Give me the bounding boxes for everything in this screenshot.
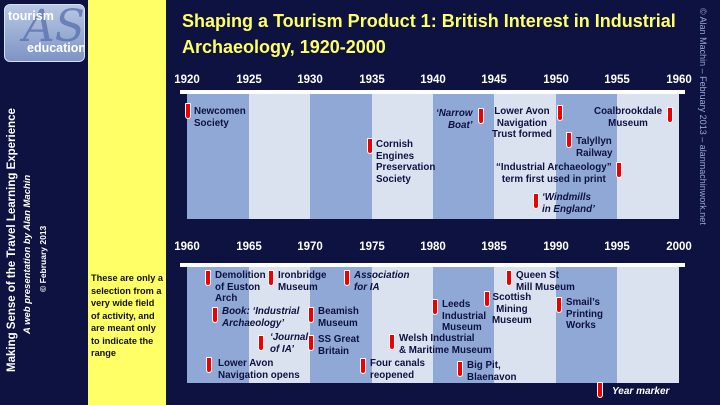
year-label: 1980 xyxy=(420,241,446,253)
decade-band xyxy=(249,267,310,383)
event-lower-avon-opens: Lower Avon Navigation opens xyxy=(218,358,300,381)
event-industrial-archaeology-term: “Industrial Archaeology” term first used… xyxy=(496,162,612,185)
year-marker xyxy=(616,162,622,178)
year-label: 1950 xyxy=(543,74,569,86)
year-marker xyxy=(185,103,191,119)
decade-band xyxy=(617,267,679,383)
event-cornish-engines: Cornish Engines Preservation Society xyxy=(376,139,436,185)
sidebar-title: Making Sense of the Travel Learning Expe… xyxy=(6,108,18,372)
year-marker xyxy=(389,334,395,350)
year-label: 1990 xyxy=(543,241,569,253)
legend-label: Year marker xyxy=(612,386,670,397)
event-ss-great-britain: SS Great Britain xyxy=(318,334,360,357)
year-marker xyxy=(360,358,366,374)
slide-title: Shaping a Tourism Product 1: British Int… xyxy=(182,11,676,57)
year-marker xyxy=(432,299,438,315)
event-leeds-industrial: Leeds Industrial Museum xyxy=(442,299,487,333)
year-marker xyxy=(308,335,314,351)
event-journal-ia: ‘Journal of IA’ xyxy=(270,332,309,355)
year-label: 2000 xyxy=(666,241,692,253)
timeline-axis xyxy=(180,263,685,267)
year-marker xyxy=(308,307,314,323)
decade-band xyxy=(556,94,617,219)
decade-band xyxy=(556,267,617,383)
year-label: 1930 xyxy=(297,74,323,86)
event-windmills: ‘Windmills in England’ xyxy=(542,192,595,215)
note-text: These are only a selection from a very w… xyxy=(91,273,164,358)
decade-band xyxy=(433,267,494,383)
decade-band xyxy=(372,267,433,383)
year-marker xyxy=(667,107,673,123)
year-marker xyxy=(478,108,484,124)
event-euston-arch: Demolition of Euston Arch xyxy=(215,270,266,304)
event-beamish: Beamish Museum xyxy=(318,306,359,329)
right-credit: © Alan Machin – February 2013 – alanmach… xyxy=(698,8,708,225)
note-panel xyxy=(88,0,166,405)
logo-line2: education xyxy=(27,41,85,55)
event-book-industrial-archaeology: Book: ‘Industrial Archaeology’ xyxy=(222,306,300,329)
year-marker xyxy=(268,270,274,286)
year-label: 1970 xyxy=(297,241,323,253)
event-newcomen-society: Newcomen Society xyxy=(194,106,246,129)
tourism-education-logo: AS tourism education xyxy=(4,4,85,62)
event-welsh-industrial: Welsh Industrial & Maritime Museum xyxy=(399,333,492,356)
year-marker xyxy=(457,361,463,377)
decade-band xyxy=(372,94,433,219)
sidebar-copyright: © February 2013 xyxy=(38,225,48,292)
decade-band xyxy=(249,94,310,219)
year-label: 1960 xyxy=(174,241,200,253)
event-ironbridge: Ironbridge Museum xyxy=(278,270,327,293)
year-marker xyxy=(484,291,490,307)
event-big-pit: Big Pit, Blaenavon xyxy=(467,360,517,383)
year-marker xyxy=(212,307,218,323)
event-association-ia: Association for IA xyxy=(354,270,410,293)
event-coalbrookdale: Coalbrookdale Museum xyxy=(594,106,663,129)
logo-line1: tourism xyxy=(8,9,54,23)
logo-monogram: AS xyxy=(23,4,85,52)
sidebar: AS tourism education Making Sense of the… xyxy=(0,0,88,405)
decade-band xyxy=(494,94,556,219)
legend-marker-icon xyxy=(597,382,603,398)
year-marker xyxy=(206,357,212,373)
year-label: 1960 xyxy=(666,74,692,86)
year-label: 1935 xyxy=(359,74,385,86)
year-label: 1925 xyxy=(236,74,262,86)
year-marker xyxy=(556,297,562,313)
year-marker xyxy=(205,270,211,286)
year-label: 1955 xyxy=(604,74,630,86)
year-marker xyxy=(566,132,572,148)
decade-band xyxy=(310,94,372,219)
decade-band xyxy=(187,94,249,219)
event-narrow-boat: ‘Narrow Boat’ xyxy=(436,108,473,131)
year-marker xyxy=(533,193,539,209)
decade-band xyxy=(494,267,556,383)
event-queen-st-mill: Queen St Mill Museum xyxy=(516,270,575,293)
year-marker xyxy=(344,270,350,286)
event-smails-printing: Smail’s Printing Works xyxy=(566,297,604,331)
timeline-axis xyxy=(180,90,685,94)
year-label: 1975 xyxy=(359,241,385,253)
event-four-canals: Four canals reopened xyxy=(370,358,425,381)
decade-band xyxy=(187,267,249,383)
year-marker xyxy=(258,335,264,351)
year-label: 1940 xyxy=(420,74,446,86)
event-scottish-mining: Scottish Mining Museum xyxy=(492,292,532,326)
legend: Year marker xyxy=(597,382,670,398)
year-label: 1965 xyxy=(236,241,262,253)
year-marker xyxy=(367,138,373,154)
sidebar-subtitle: A web presentation by Alan Machin xyxy=(22,174,33,334)
year-label: 1945 xyxy=(481,74,507,86)
event-lower-avon-trust: Lower Avon Navigation Trust formed xyxy=(492,106,552,140)
year-label: 1920 xyxy=(174,74,200,86)
year-marker xyxy=(557,105,563,121)
year-label: 1985 xyxy=(481,241,507,253)
event-talyllyn: Talyllyn Railway xyxy=(576,136,613,159)
year-marker xyxy=(506,270,512,286)
year-label: 1995 xyxy=(604,241,630,253)
